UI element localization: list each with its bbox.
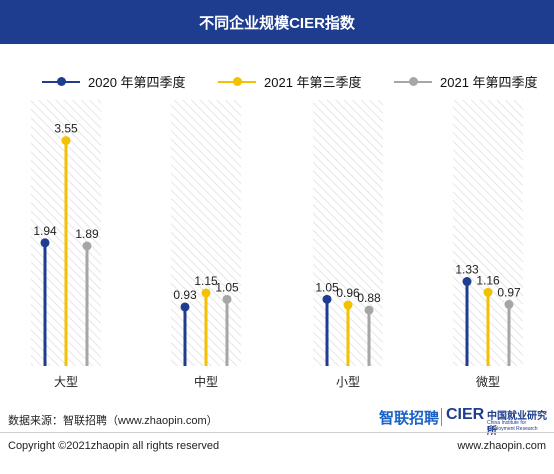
value-label: 1.33 xyxy=(455,263,479,277)
cier-name-en: China Institute for Employment Research xyxy=(487,420,538,432)
cier-name-cn: 中国就业研究所 xyxy=(487,411,547,437)
lollipop-dot xyxy=(82,241,92,251)
legend-label: 2021 年第四季度 xyxy=(440,75,538,90)
legend-item-2021-q3: 2021 年第三季度 xyxy=(218,72,362,91)
zhaopin-logo: 智联招聘 xyxy=(379,410,440,427)
cier-logo: CIER xyxy=(446,406,485,423)
value-label: 0.93 xyxy=(173,288,197,302)
value-label: 0.96 xyxy=(336,286,360,300)
legend-label: 2020 年第四季度 xyxy=(88,75,186,90)
legend-item-2020-q4: 2020 年第四季度 xyxy=(42,72,186,91)
website-link: www.zhaopin.com xyxy=(457,440,546,452)
value-label: 1.15 xyxy=(194,274,218,288)
legend-dot-icon xyxy=(57,76,66,86)
value-label: 1.89 xyxy=(75,227,99,241)
lollipop-dot xyxy=(504,299,514,309)
lollipop-dot xyxy=(462,277,472,287)
chart-title: 不同企业规模CIER指数 xyxy=(199,14,355,32)
value-label: 1.05 xyxy=(315,280,339,294)
lollipop-dot xyxy=(201,288,211,298)
lollipop-chart: 1.943.551.89大型0.931.151.05中型1.050.960.88… xyxy=(31,100,523,389)
lollipop-dot xyxy=(322,294,332,304)
category-tick-label: 微型 xyxy=(476,375,500,389)
lollipop-dot xyxy=(180,302,190,312)
value-label: 3.55 xyxy=(54,122,78,136)
lollipop-dot xyxy=(364,305,374,315)
copyright: Copyright ©2021zhaopin all rights reserv… xyxy=(8,440,220,452)
legend-line-icon xyxy=(394,76,432,86)
lollipop-dot xyxy=(483,287,493,297)
category-tick-label: 小型 xyxy=(336,375,360,389)
legend-line-icon xyxy=(218,76,256,86)
lollipop-dot xyxy=(61,136,71,146)
value-label: 0.88 xyxy=(357,291,381,305)
legend: 2020 年第四季度 2021 年第三季度 2021 年第四季度 xyxy=(0,72,554,92)
data-source: 数据来源：智联招聘（www.zhaopin.com） xyxy=(8,415,218,427)
legend-label: 2021 年第三季度 xyxy=(264,75,362,90)
legend-dot-icon xyxy=(409,76,418,86)
lollipop-dot xyxy=(343,300,353,310)
lollipop-dot xyxy=(40,238,50,248)
chart-title-bar: 不同企业规模CIER指数 xyxy=(0,0,554,44)
legend-dot-icon xyxy=(233,76,242,86)
value-label: 1.94 xyxy=(33,224,57,238)
value-label: 0.97 xyxy=(497,285,521,299)
lollipop-dot xyxy=(222,294,232,304)
footer-divider xyxy=(0,432,554,433)
value-label: 1.16 xyxy=(476,273,500,287)
category-tick-label: 大型 xyxy=(54,375,78,389)
category-tick-label: 中型 xyxy=(194,374,218,389)
legend-line-icon xyxy=(42,76,80,86)
value-label: 1.05 xyxy=(215,280,239,294)
logo-divider xyxy=(441,408,442,426)
legend-item-2021-q4: 2021 年第四季度 xyxy=(394,72,538,91)
